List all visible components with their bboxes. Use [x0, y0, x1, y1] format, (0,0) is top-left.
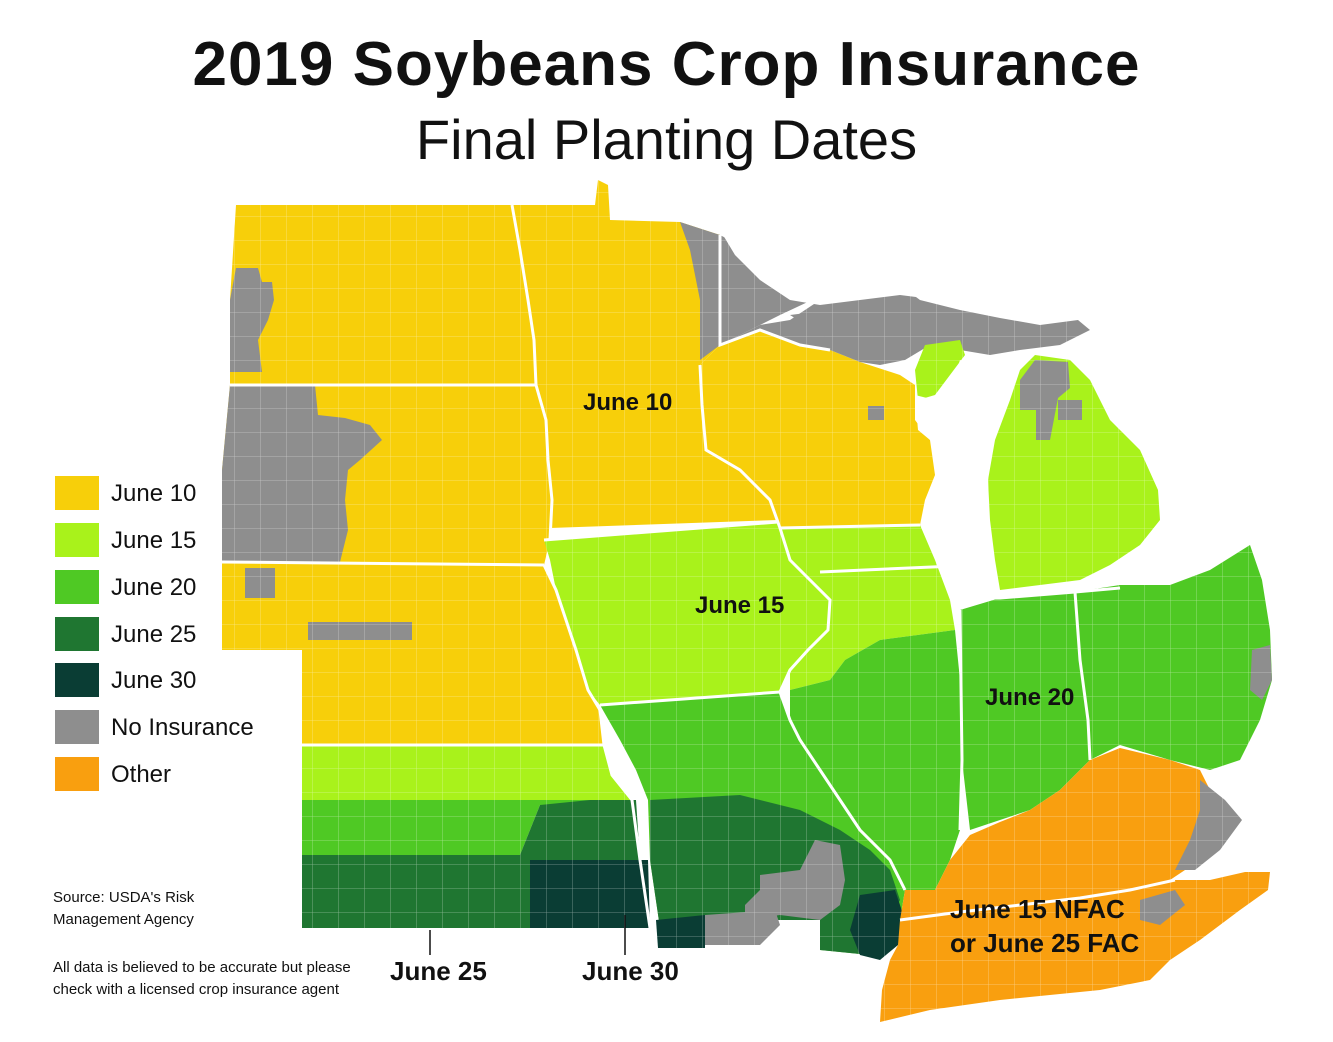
- disclaimer-note: All data is believed to be accurate but …: [53, 957, 353, 1001]
- legend-item-other: Other: [55, 757, 315, 791]
- legend-label: June 30: [111, 667, 197, 694]
- legend-label: No Insurance: [111, 714, 254, 741]
- legend-item-no-insurance: No Insurance: [55, 710, 315, 744]
- source-line-1: Source: USDA's Risk: [53, 889, 195, 906]
- legend-item-june15: June 15: [55, 523, 315, 557]
- map-subtitle: Final Planting Dates: [415, 108, 918, 171]
- county-lines-overlay: [222, 180, 1277, 1025]
- state-borders: [221, 204, 1176, 929]
- legend-swatch-june25: [55, 617, 99, 651]
- disclaimer-line-2: check with a licensed crop insurance age…: [53, 981, 339, 998]
- label-nfac-line1: June 15 NFAC: [950, 894, 1125, 924]
- legend-swatch-june15: [55, 523, 99, 557]
- legend-swatch-no-insurance: [55, 710, 99, 744]
- label-nfac-line2: or June 25 FAC: [950, 928, 1139, 958]
- legend-label: June 15: [111, 527, 197, 554]
- legend-item-june30: June 30: [55, 663, 315, 697]
- label-june25: June 25: [390, 956, 487, 986]
- label-june20: June 20: [985, 684, 1074, 711]
- legend-swatch-other: [55, 757, 99, 791]
- legend-swatch-june30: [55, 663, 99, 697]
- legend-swatch-june20: [55, 570, 99, 604]
- lake-michigan: [925, 360, 1000, 600]
- label-june15: June 15: [695, 592, 784, 619]
- legend-item-june10: June 10: [55, 476, 315, 510]
- legend-label: June 25: [111, 621, 197, 648]
- label-june10: June 10: [583, 389, 672, 416]
- source-line-2: Management Agency: [53, 911, 194, 928]
- label-june30: June 30: [582, 956, 679, 986]
- source-note: Source: USDA's Risk Management Agency: [53, 887, 253, 931]
- legend-item-june20: June 20: [55, 570, 315, 604]
- legend-label: June 20: [111, 574, 197, 601]
- legend-label: Other: [111, 761, 172, 788]
- map-title: 2019 Soybeans Crop Insurance: [192, 30, 1141, 99]
- legend-swatch-june10: [55, 476, 99, 510]
- legend-label: June 10: [111, 480, 197, 507]
- green-bay: [915, 395, 940, 440]
- disclaimer-line-1: All data is believed to be accurate but …: [53, 959, 351, 976]
- lake-superior: [720, 230, 1080, 318]
- legend-item-june25: June 25: [55, 617, 315, 651]
